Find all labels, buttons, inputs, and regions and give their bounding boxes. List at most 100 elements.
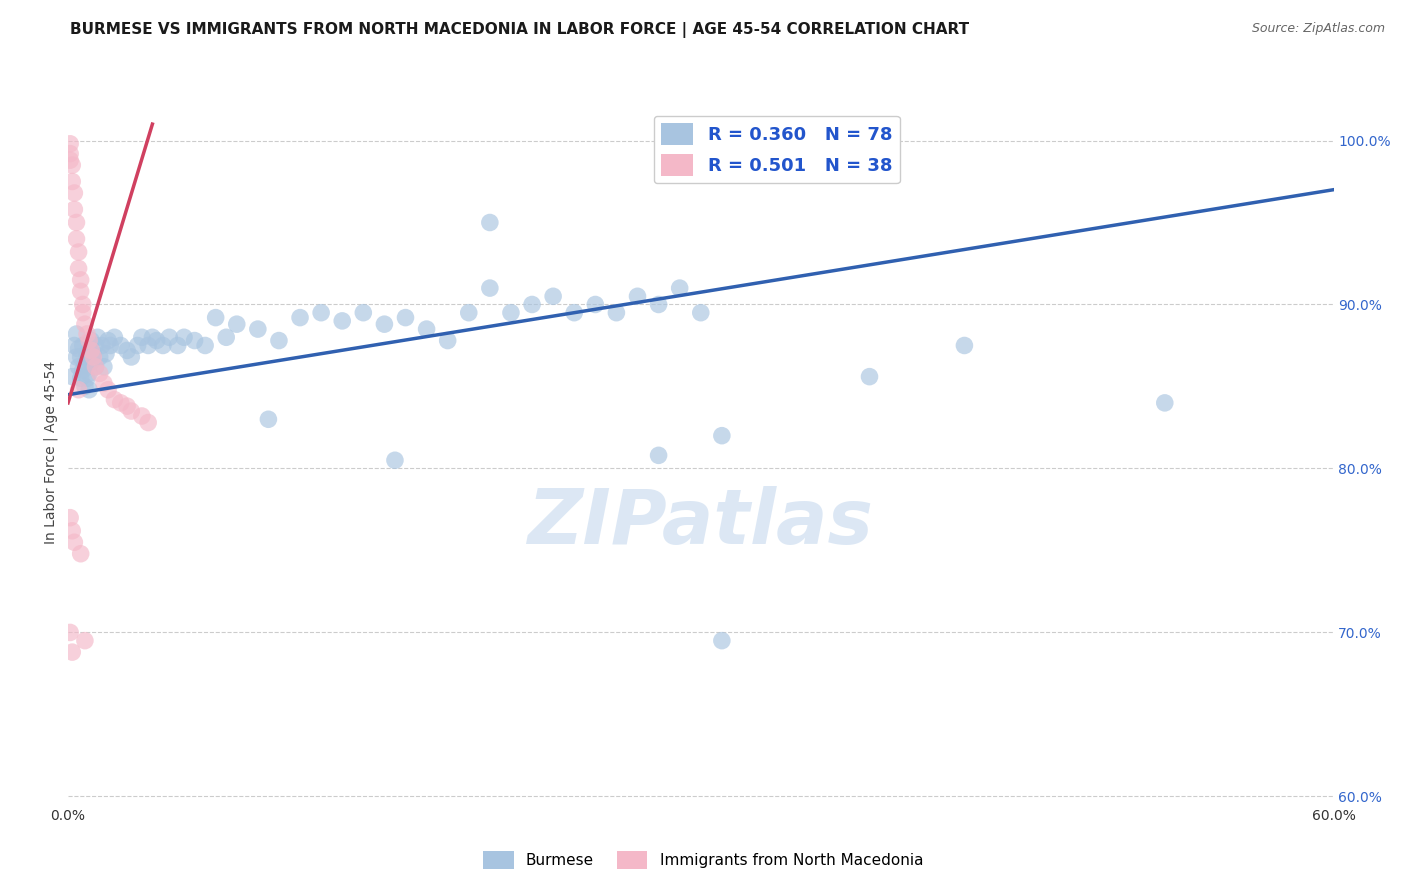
Point — [60, 174, 83, 188]
Point — [394, 310, 416, 325]
Point — [72, 338, 94, 352]
Point — [103, 392, 125, 407]
Point — [80, 355, 103, 369]
Point — [288, 310, 311, 325]
Point — [499, 306, 522, 320]
Point — [953, 338, 976, 352]
Point — [436, 334, 458, 348]
Point — [131, 409, 153, 423]
Point — [77, 343, 100, 358]
Point — [82, 347, 104, 361]
Legend: Burmese, Immigrants from North Macedonia: Burmese, Immigrants from North Macedonia — [477, 845, 929, 875]
Point — [89, 367, 111, 381]
Point — [59, 153, 82, 168]
Point — [63, 202, 86, 217]
Point — [204, 310, 226, 325]
Point — [562, 306, 585, 320]
Point — [145, 334, 167, 348]
Point — [86, 330, 108, 344]
Point — [415, 322, 437, 336]
Point — [67, 342, 90, 356]
Point — [76, 347, 98, 361]
Point — [246, 322, 269, 336]
Text: ZIPatlas: ZIPatlas — [527, 485, 873, 559]
Point — [647, 448, 669, 462]
Point — [84, 359, 107, 374]
Point — [173, 330, 195, 344]
Point — [80, 334, 103, 348]
Point — [710, 428, 733, 442]
Point — [69, 371, 91, 385]
Point — [98, 338, 121, 352]
Point — [93, 376, 115, 391]
Point — [309, 306, 332, 320]
Point — [689, 306, 711, 320]
Point — [478, 281, 501, 295]
Point — [215, 330, 238, 344]
Point — [710, 633, 733, 648]
Point — [60, 524, 83, 538]
Point — [72, 297, 94, 311]
Point — [65, 350, 87, 364]
Point — [136, 416, 159, 430]
Point — [194, 338, 217, 352]
Point — [120, 350, 142, 364]
Point — [647, 297, 669, 311]
Point — [67, 261, 90, 276]
Point — [72, 363, 94, 377]
Point — [63, 535, 86, 549]
Point — [267, 334, 290, 348]
Point — [59, 510, 82, 524]
Point — [330, 314, 353, 328]
Point — [626, 289, 648, 303]
Point — [110, 338, 132, 352]
Point — [541, 289, 564, 303]
Point — [82, 350, 104, 364]
Point — [65, 215, 87, 229]
Text: Source: ZipAtlas.com: Source: ZipAtlas.com — [1251, 22, 1385, 36]
Point — [93, 359, 115, 374]
Point — [65, 232, 87, 246]
Point — [73, 633, 96, 648]
Point — [373, 317, 395, 331]
Point — [76, 371, 98, 385]
Point — [63, 338, 86, 352]
Legend: R = 0.360   N = 78, R = 0.501   N = 38: R = 0.360 N = 78, R = 0.501 N = 38 — [654, 116, 900, 183]
Point — [69, 273, 91, 287]
Point — [668, 281, 690, 295]
Point — [131, 330, 153, 344]
Point — [77, 383, 100, 397]
Point — [457, 306, 479, 320]
Point — [605, 306, 627, 320]
Point — [127, 338, 149, 352]
Point — [97, 334, 120, 348]
Point — [115, 343, 138, 358]
Point — [84, 338, 107, 352]
Point — [67, 383, 90, 397]
Point — [84, 359, 107, 374]
Point — [73, 317, 96, 331]
Point — [478, 215, 501, 229]
Point — [69, 547, 91, 561]
Point — [257, 412, 280, 426]
Point — [72, 306, 94, 320]
Point — [60, 369, 83, 384]
Point — [115, 399, 138, 413]
Point — [63, 186, 86, 200]
Point — [166, 338, 188, 352]
Text: BURMESE VS IMMIGRANTS FROM NORTH MACEDONIA IN LABOR FORCE | AGE 45-54 CORRELATIO: BURMESE VS IMMIGRANTS FROM NORTH MACEDON… — [70, 22, 969, 38]
Point — [94, 347, 117, 361]
Point — [60, 645, 83, 659]
Point — [110, 396, 132, 410]
Point — [60, 158, 83, 172]
Point — [69, 285, 91, 299]
Point — [59, 146, 82, 161]
Point — [59, 625, 82, 640]
Point — [225, 317, 247, 331]
Point — [67, 359, 90, 374]
Point — [157, 330, 180, 344]
Point — [89, 350, 111, 364]
Point — [384, 453, 406, 467]
Point — [90, 338, 112, 352]
Point — [73, 379, 96, 393]
